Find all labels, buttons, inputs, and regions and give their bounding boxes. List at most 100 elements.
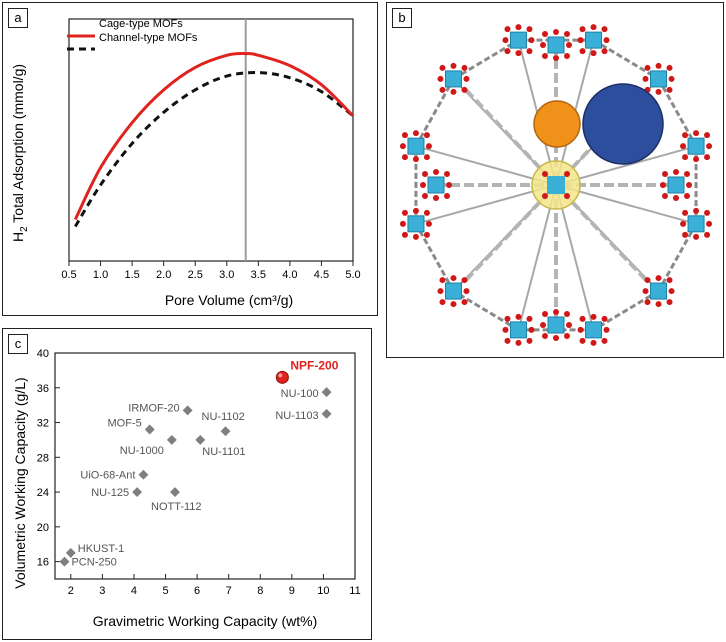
- x-tick-label: 2.5: [188, 269, 203, 281]
- x-tick-label: 1.0: [93, 269, 108, 281]
- y-tick-label: 20: [37, 522, 49, 534]
- metal-cluster-nodes: [399, 24, 713, 346]
- linker-strut: [414, 223, 455, 292]
- point-nu-100: [321, 387, 332, 398]
- x-tick-label: 6: [194, 585, 200, 597]
- cage-type-series-line: [73, 52, 355, 221]
- metal-cluster: [642, 62, 675, 95]
- metal-cluster: [540, 29, 572, 61]
- legend-label-channel: Channel-type MOFs: [99, 32, 198, 44]
- point-label-uio-68-ant: UiO-68-Ant: [80, 470, 135, 482]
- y-axis-label: H2 Total Adsorption (mmol/g): [10, 64, 30, 242]
- x-tick-label: 8: [257, 585, 263, 597]
- point-label-irmof-20: IRMOF-20: [128, 402, 179, 414]
- panel-a: a 0.5 1.0 1.5 2.0 2.5 3.0 3.5 4.0 4.5 5.0 Cage-ty…: [2, 2, 378, 316]
- y-tick-label: 24: [37, 487, 49, 499]
- large-cage-sphere: [582, 83, 664, 165]
- metal-cluster: [437, 275, 470, 308]
- center-cluster: [542, 171, 570, 199]
- x-tick-label: 4: [131, 585, 137, 597]
- metal-cluster: [399, 207, 432, 240]
- linker-spoke: [517, 184, 557, 331]
- x-tick-label: 9: [289, 585, 295, 597]
- x-tick-label: 2.0: [156, 269, 171, 281]
- point-mof-5: [144, 424, 155, 435]
- x-tick-label: 2: [68, 585, 74, 597]
- x-tick-label: 1.5: [124, 269, 139, 281]
- point-label-nu-1000: NU-1000: [120, 445, 164, 457]
- y-tick-label: 36: [37, 383, 49, 395]
- metal-cluster: [399, 130, 432, 163]
- point-label-nu-125: NU-125: [91, 487, 129, 499]
- metal-cluster: [540, 309, 572, 341]
- x-tick-label: 4.0: [282, 269, 297, 281]
- metal-cluster: [660, 169, 692, 201]
- panel-a-label: a: [8, 8, 28, 28]
- metal-cluster: [680, 130, 713, 163]
- y-tick-label: 16: [37, 557, 49, 569]
- y-axis-label: Volumetric Working Capacity (g/L): [12, 377, 28, 588]
- point-highlight-shine: [278, 373, 283, 378]
- point-label-nott-112: NOTT-112: [151, 501, 202, 513]
- linker-strut: [414, 78, 455, 147]
- point-nu-1103: [321, 408, 332, 419]
- x-tick-label: 10: [317, 585, 329, 597]
- point-nu-1000: [166, 434, 177, 445]
- metal-cluster: [642, 275, 675, 308]
- point-irmof-20: [182, 405, 193, 416]
- point-nu-125: [132, 487, 143, 498]
- linker-strut: [592, 38, 660, 81]
- linker-strut: [452, 289, 520, 332]
- metal-cluster: [577, 24, 610, 57]
- panel-c: c 2 3 4 5 6 7 8 9 10 11 16 20 24 28 32 36 40 NPF-200 NU-1…: [2, 328, 372, 640]
- x-tick-label: 0.5: [61, 269, 76, 281]
- point-nu-1102: [220, 426, 231, 437]
- panel-b: b: [386, 2, 724, 358]
- point-label-hkust-1: HKUST-1: [78, 543, 124, 555]
- x-axis-label: Gravimetric Working Capacity (wt%): [93, 613, 318, 629]
- plot-frame: [68, 18, 354, 262]
- point-label-nu-1102: NU-1102: [202, 411, 245, 423]
- y-tick-label: 28: [37, 452, 49, 464]
- linker-strut: [657, 223, 698, 292]
- linker-strut: [452, 38, 520, 81]
- working-capacity-chart: 2 3 4 5 6 7 8 9 10 11 16 20 24 28 32 36 40 NPF-200 NU-100…: [12, 348, 361, 629]
- x-tick-label: 11: [349, 585, 360, 597]
- x-tick-label: 5: [162, 585, 168, 597]
- linker-strut: [592, 289, 660, 332]
- x-tick-label: 4.5: [314, 269, 329, 281]
- x-tick-label: 3.5: [251, 269, 266, 281]
- medium-cage-sphere: [533, 100, 581, 148]
- x-axis-label: Pore Volume (cm³/g): [165, 292, 293, 308]
- point-label-pcn-250: PCN-250: [71, 557, 116, 569]
- x-tick-label: 3.0: [219, 269, 234, 281]
- metal-cluster: [502, 313, 535, 346]
- x-tick-label: 3: [99, 585, 105, 597]
- point-pcn-250: [59, 556, 70, 567]
- metal-cluster: [680, 207, 713, 240]
- legend-label-cage: Cage-type MOFs: [99, 18, 183, 30]
- x-tick-label: 5.0: [345, 269, 360, 281]
- y-tick-label: 32: [37, 418, 49, 430]
- point-label-nu-1101: NU-1101: [202, 446, 245, 458]
- plot-frame: [54, 352, 356, 580]
- point-uio-68-ant: [138, 469, 149, 480]
- metal-cluster: [437, 62, 470, 95]
- point-label-mof-5: MOF-5: [108, 417, 142, 429]
- metal-cluster: [502, 24, 535, 57]
- point-label-nu-1103: NU-1103: [275, 410, 318, 422]
- point-label-npf-200: NPF-200: [290, 358, 338, 372]
- mof-structure-illustration: [399, 24, 713, 346]
- pore-volume-chart: 0.5 1.0 1.5 2.0 2.5 3.0 3.5 4.0 4.5 5.0 Cage-type…: [10, 18, 361, 308]
- point-nott-112: [170, 487, 180, 498]
- panel-b-label: b: [392, 8, 412, 28]
- metal-cluster: [420, 169, 452, 201]
- linker-strut: [657, 78, 698, 147]
- panel-c-label: c: [8, 334, 28, 354]
- linker-spoke: [555, 184, 595, 331]
- channel-type-series-line: [74, 71, 354, 228]
- x-tick-label: 7: [226, 585, 232, 597]
- point-nu-1101: [195, 434, 206, 445]
- metal-cluster: [577, 313, 610, 346]
- point-npf-200: [275, 370, 289, 384]
